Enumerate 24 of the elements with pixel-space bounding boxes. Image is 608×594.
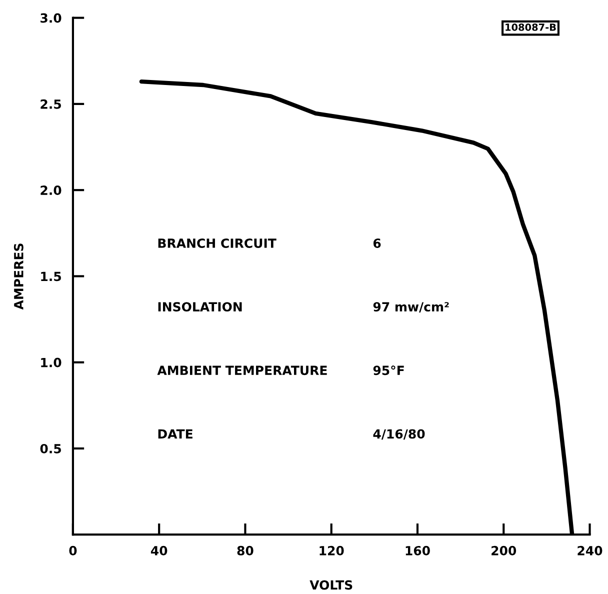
annotation: 95°F — [373, 366, 404, 376]
annotation: BRANCH CIRCUIT — [158, 238, 276, 248]
x-tick-label: 240 — [578, 546, 602, 556]
y-axis-title: AMPERES — [14, 244, 24, 310]
annotation: DATE — [158, 429, 192, 438]
y-tick-label: 0.5 — [40, 444, 61, 454]
x-axis-title: VOLTS — [310, 580, 352, 590]
x-tick-label: 0 — [69, 546, 77, 556]
x-tick-label: 120 — [320, 546, 344, 556]
annotation: AMBIENT TEMPERATURE — [157, 366, 327, 376]
y-tick-label: 2.0 — [40, 186, 62, 196]
annotation: INSOLATION — [158, 302, 242, 312]
annotation: 97 mw/cm² — [373, 302, 449, 313]
annotation: 6 — [373, 238, 381, 248]
x-tick-label: 200 — [492, 546, 516, 556]
y-tick-label: 2.5 — [40, 99, 61, 109]
x-tick-label: 80 — [237, 546, 254, 556]
annotation: 4/16/80 — [373, 429, 425, 440]
y-tick-label: 3.0 — [40, 13, 62, 23]
x-tick-label: 160 — [406, 546, 430, 556]
annotation: 108087-B — [506, 24, 556, 31]
y-tick-label: 1.0 — [41, 358, 62, 368]
y-tick-label: 1.5 — [41, 272, 61, 282]
x-tick-label: 40 — [150, 546, 168, 556]
